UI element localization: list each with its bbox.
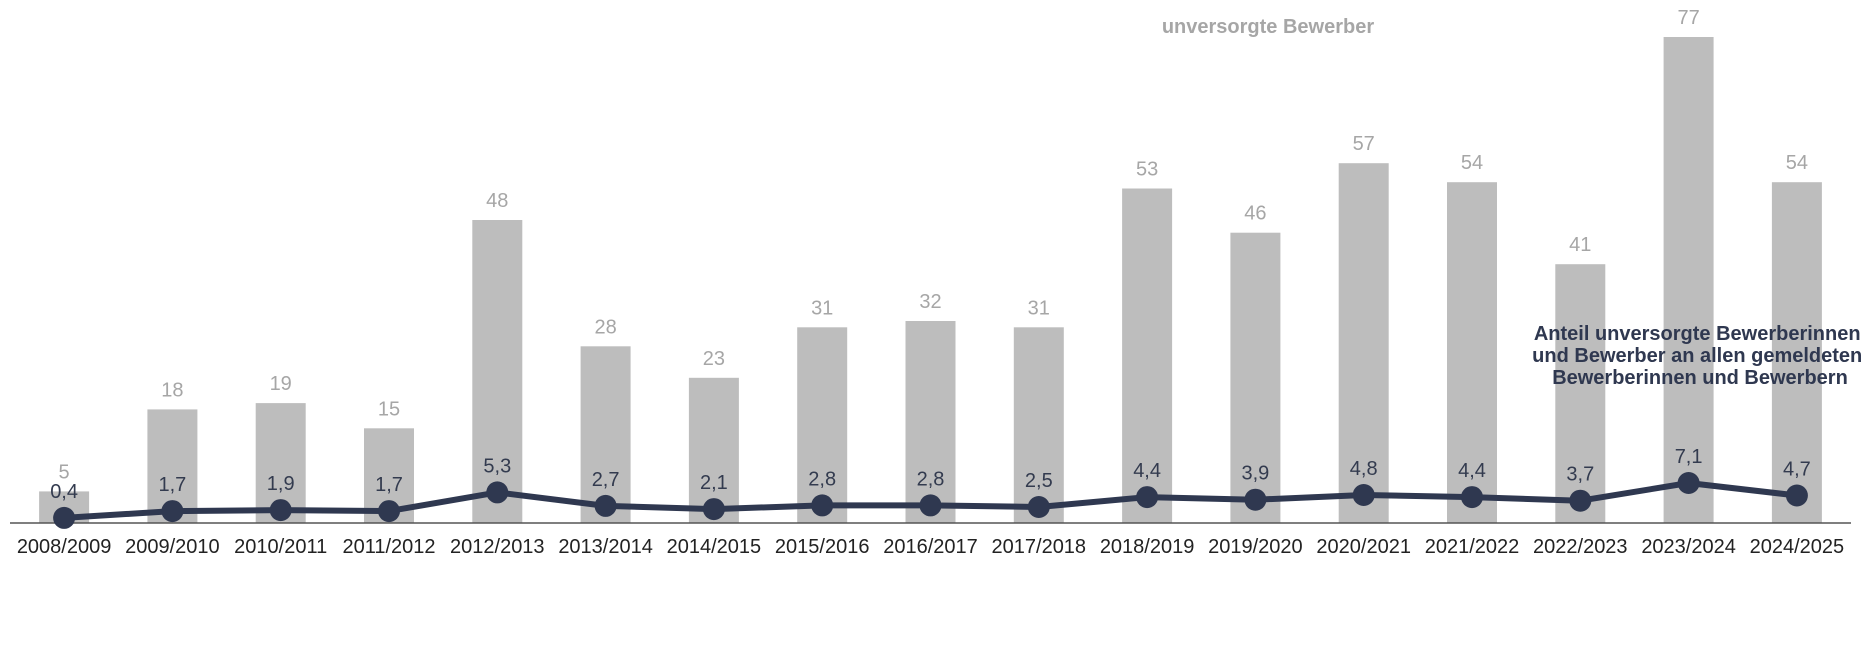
x-tick-label: 2020/2021 — [1316, 536, 1411, 558]
bar-2012/2013 — [472, 220, 523, 523]
x-tick-label: 2008/2009 — [17, 536, 112, 558]
x-tick-label: 2010/2011 — [234, 536, 327, 558]
bar-label-2019/2020: 46 — [1244, 203, 1266, 225]
line-label-2014/2015: 2,1 — [700, 472, 728, 494]
line-points — [53, 472, 1808, 529]
bar-2023/2024 — [1663, 37, 1714, 523]
bar-label-2013/2014: 28 — [594, 316, 616, 338]
line-label-2023/2024: 7,1 — [1675, 446, 1703, 468]
bar-2024/2025 — [1771, 182, 1822, 523]
line-point-2009/2010 — [161, 500, 184, 523]
bar-2018/2019 — [1122, 188, 1173, 523]
line-label-2010/2011: 1,9 — [267, 473, 295, 495]
x-tick-label: 2016/2017 — [883, 536, 978, 558]
bar-2017/2018 — [1013, 327, 1064, 523]
line-data-labels: 0,4 1,7 1,9 1,7 5,3 2,7 2,1 2,8 2,8 2,5 4,4 3,9 4,8 4… — [50, 446, 1811, 503]
bar-label-2020/2021: 57 — [1353, 133, 1375, 155]
line-point-2015/2016 — [811, 494, 834, 517]
x-tick-label: 2017/2018 — [992, 536, 1087, 558]
bar-label-2014/2015: 23 — [703, 348, 725, 370]
bar-data-labels: 5 18 19 15 48 28 23 31 32 31 53 46 57 54 41 77 54 — [59, 7, 1808, 483]
line-label-2008/2009: 0,4 — [50, 481, 78, 503]
line-point-2010/2011 — [269, 499, 292, 522]
bar-2013/2014 — [580, 346, 631, 523]
bar-2019/2020 — [1230, 232, 1281, 523]
bar-2021/2022 — [1447, 182, 1497, 523]
bar-label-2015/2016: 31 — [811, 297, 833, 319]
x-tick-label: 2023/2024 — [1641, 536, 1736, 558]
bar-2015/2016 — [797, 327, 848, 523]
line-point-2024/2025 — [1785, 484, 1808, 507]
x-tick-label: 2019/2020 — [1208, 536, 1303, 558]
legend-line-series-line-3: Bewerberinnen und Bewerbern — [1552, 367, 1848, 389]
x-tick-label: 2014/2015 — [667, 536, 762, 558]
line-point-2017/2018 — [1027, 496, 1050, 518]
line-point-2022/2023 — [1569, 489, 1592, 512]
line-point-2008/2009 — [53, 506, 76, 529]
x-tick-label: 2022/2023 — [1533, 536, 1628, 558]
bar-label-2018/2019: 53 — [1136, 159, 1158, 181]
bar-label-2008/2009: 5 — [59, 461, 70, 483]
bar-label-2024/2025: 54 — [1786, 152, 1808, 174]
bar-label-2021/2022: 54 — [1461, 152, 1483, 174]
bar-label-2009/2010: 18 — [161, 379, 183, 401]
x-tick-label: 2013/2014 — [558, 536, 653, 558]
line-label-2016/2017: 2,8 — [917, 468, 945, 490]
legend: unversorgte Bewerber Anteil unversorgte … — [1162, 16, 1861, 389]
line-label-2017/2018: 2,5 — [1025, 470, 1053, 492]
legend-line-series-line-1: Anteil unversorgte Bewerberinnen — [1534, 323, 1861, 345]
line-point-2014/2015 — [702, 498, 725, 521]
line-label-2020/2021: 4,8 — [1350, 458, 1378, 480]
line-label-2013/2014: 2,7 — [592, 469, 620, 491]
line-label-2015/2016: 2,8 — [808, 468, 836, 490]
line-label-2024/2025: 4,7 — [1783, 459, 1811, 481]
x-tick-label: 2012/2013 — [450, 536, 545, 558]
bar-label-2023/2024: 77 — [1677, 7, 1699, 29]
line-point-2023/2024 — [1677, 472, 1700, 494]
x-axis-tick-labels: 2008/2009 2009/2010 2010/2011 2011/2012 2012… — [17, 536, 1844, 558]
bar-label-2017/2018: 31 — [1028, 297, 1050, 319]
bar-label-2010/2011: 19 — [270, 373, 292, 395]
line-label-2011/2012: 1,7 — [375, 474, 403, 496]
x-tick-label: 2024/2025 — [1750, 536, 1845, 558]
line-point-2019/2020 — [1244, 488, 1267, 511]
x-tick-label: 2009/2010 — [125, 536, 220, 558]
line-label-2019/2020: 3,9 — [1241, 463, 1269, 485]
bar-2020/2021 — [1338, 163, 1389, 523]
line-label-2021/2022: 4,4 — [1458, 460, 1486, 482]
x-tick-label: 2018/2019 — [1100, 536, 1195, 558]
line-point-2020/2021 — [1352, 484, 1375, 506]
line-point-2018/2019 — [1136, 486, 1159, 509]
line-label-2018/2019: 4,4 — [1133, 460, 1161, 482]
line-point-2016/2017 — [919, 494, 942, 517]
legend-line-series-line-2: und Bewerber an allen gemeldeten — [1532, 345, 1861, 367]
bar-label-2016/2017: 32 — [919, 291, 941, 313]
x-tick-label: 2015/2016 — [775, 536, 870, 558]
line-label-2012/2013: 5,3 — [483, 455, 511, 477]
line-label-2009/2010: 1,7 — [158, 474, 186, 496]
legend-line-series: Anteil unversorgte Bewerberinnen und Bew… — [1532, 323, 1861, 389]
legend-bar-series: unversorgte Bewerber — [1162, 16, 1375, 38]
line-point-2013/2014 — [594, 494, 617, 517]
bar-label-2011/2012: 15 — [378, 398, 400, 420]
x-tick-label: 2011/2012 — [342, 536, 435, 558]
bar-series — [39, 37, 1822, 523]
line-label-2022/2023: 3,7 — [1566, 464, 1594, 486]
bar-label-2022/2023: 41 — [1569, 234, 1591, 256]
bar-2022/2023 — [1555, 264, 1606, 523]
line-point-2011/2012 — [378, 500, 400, 523]
line-point-2021/2022 — [1461, 486, 1483, 509]
x-tick-label: 2021/2022 — [1425, 536, 1520, 558]
line-point-2012/2013 — [486, 481, 509, 504]
bar-2016/2017 — [905, 321, 956, 523]
bar-label-2012/2013: 48 — [486, 190, 508, 212]
